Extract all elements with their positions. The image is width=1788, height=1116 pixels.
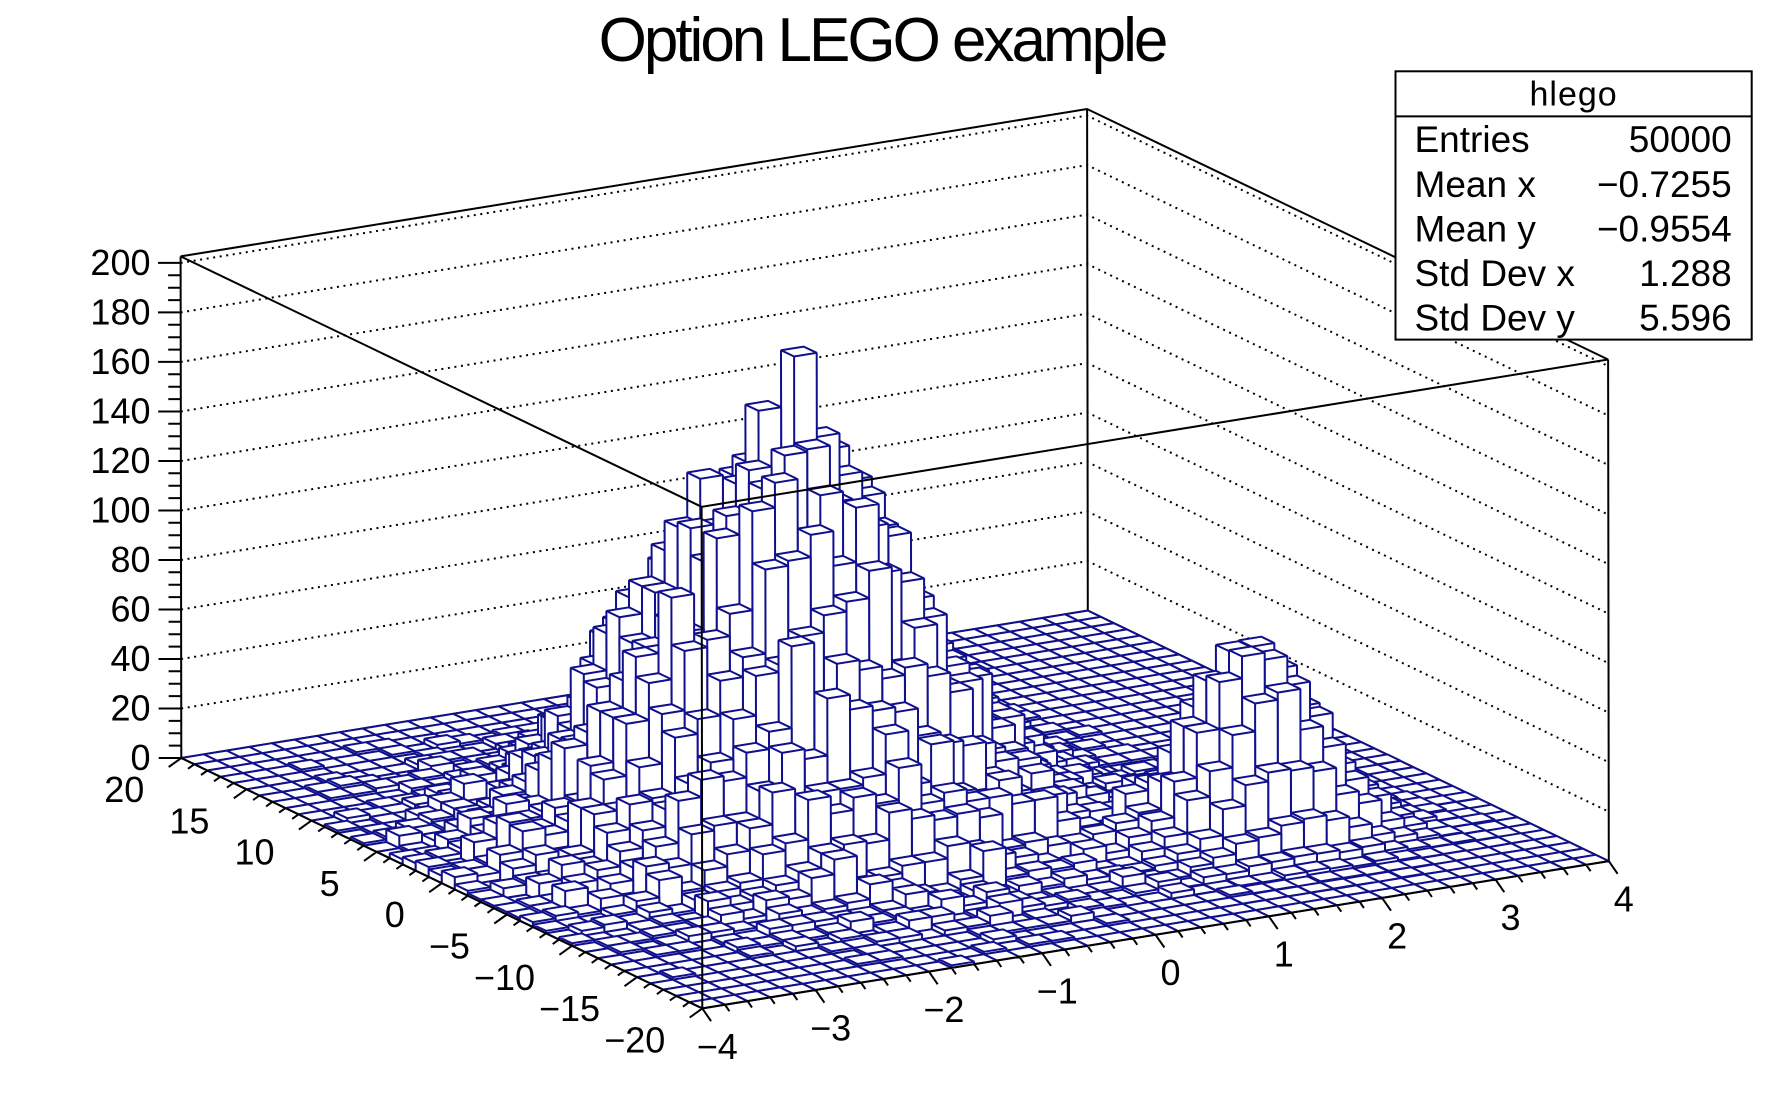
svg-text:160: 160 [90, 341, 150, 382]
svg-text:50000: 50000 [1629, 119, 1732, 160]
svg-text:140: 140 [90, 391, 150, 432]
svg-text:4: 4 [1614, 879, 1634, 920]
svg-text:3: 3 [1500, 897, 1520, 938]
svg-text:Mean y: Mean y [1415, 208, 1537, 249]
svg-text:−20: −20 [604, 1019, 665, 1060]
svg-text:−5: −5 [429, 926, 470, 967]
svg-text:−1: −1 [1037, 971, 1078, 1012]
svg-text:Std Dev y: Std Dev y [1415, 298, 1576, 339]
svg-text:20: 20 [104, 769, 144, 810]
svg-text:180: 180 [90, 292, 150, 333]
svg-text:−0.7255: −0.7255 [1597, 164, 1732, 205]
svg-text:2: 2 [1387, 915, 1407, 956]
svg-text:Mean x: Mean x [1415, 164, 1537, 205]
svg-text:−0.9554: −0.9554 [1597, 208, 1732, 249]
svg-text:100: 100 [90, 490, 150, 531]
svg-text:1: 1 [1274, 934, 1294, 975]
svg-text:120: 120 [90, 440, 150, 481]
svg-text:10: 10 [234, 832, 274, 873]
svg-text:−3: −3 [810, 1007, 851, 1048]
svg-text:5.596: 5.596 [1639, 298, 1732, 339]
svg-text:Entries: Entries [1415, 119, 1530, 160]
svg-text:0: 0 [385, 894, 405, 935]
svg-text:Std Dev x: Std Dev x [1415, 253, 1576, 294]
svg-text:5: 5 [320, 863, 340, 904]
svg-text:−15: −15 [539, 988, 600, 1029]
svg-text:20: 20 [110, 688, 150, 729]
svg-text:40: 40 [110, 638, 150, 679]
svg-text:0: 0 [130, 737, 150, 778]
svg-text:1.288: 1.288 [1639, 253, 1732, 294]
svg-text:hlego: hlego [1529, 76, 1617, 114]
svg-text:80: 80 [110, 539, 150, 580]
svg-text:−2: −2 [923, 989, 964, 1030]
svg-text:60: 60 [110, 589, 150, 630]
svg-text:200: 200 [90, 242, 150, 283]
svg-text:0: 0 [1160, 952, 1180, 993]
svg-text:Option LEGO example: Option LEGO example [599, 6, 1166, 75]
svg-text:15: 15 [169, 800, 209, 841]
svg-text:−10: −10 [474, 957, 535, 998]
svg-text:−4: −4 [697, 1026, 738, 1067]
